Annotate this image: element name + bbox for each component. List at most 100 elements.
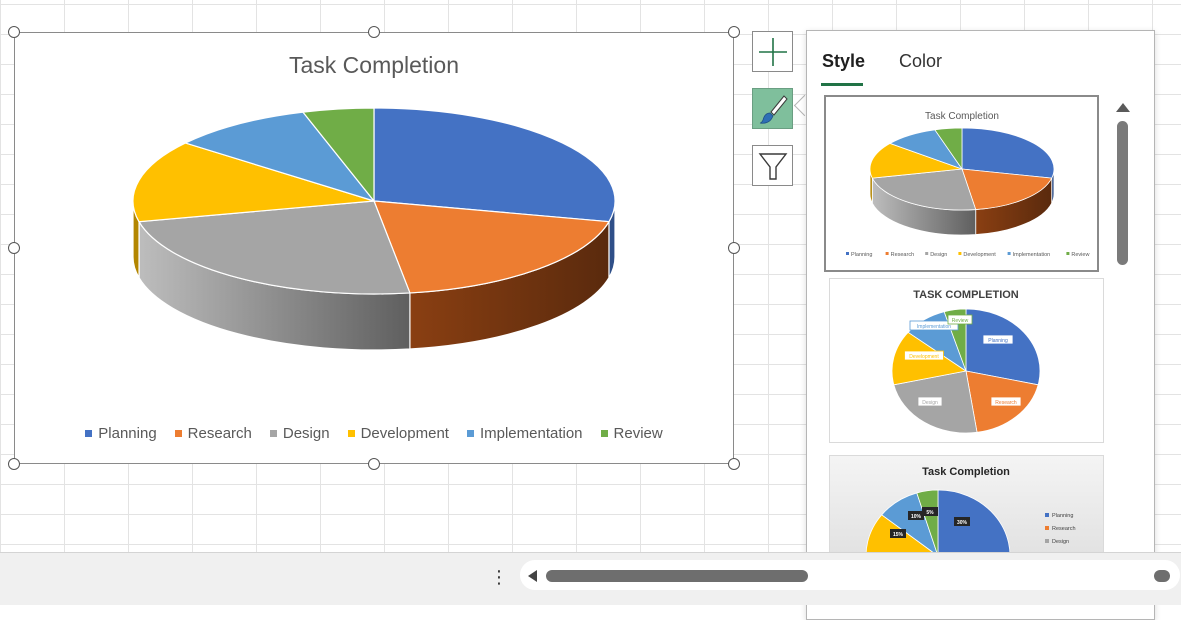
pie-slice-design bbox=[138, 200, 411, 295]
pie-slice-review bbox=[916, 489, 939, 557]
style-1-legend-swatch bbox=[958, 252, 962, 255]
funnel-icon bbox=[758, 152, 787, 180]
style-2-label-box bbox=[909, 320, 959, 331]
resize-handle-left[interactable] bbox=[8, 242, 20, 254]
legend-item-review[interactable]: Review bbox=[600, 425, 663, 442]
legend-label-development: Development bbox=[360, 425, 449, 442]
pie-slice-planning bbox=[961, 127, 1055, 179]
resize-handle-top-left[interactable] bbox=[8, 26, 20, 38]
style-3-title: Task Completion bbox=[922, 466, 1010, 478]
pie-slice-review bbox=[934, 127, 963, 171]
chart-legend[interactable]: Planning Research Design Development Imp… bbox=[15, 425, 733, 442]
style-3-label: 10% bbox=[911, 514, 922, 520]
style-3-label: 15% bbox=[893, 532, 904, 538]
pie-slice-implementation bbox=[183, 111, 376, 203]
style-thumbnail-2[interactable]: TASK COMPLETION Planning Research Design De… bbox=[829, 278, 1104, 443]
pie-slice-review bbox=[301, 107, 375, 203]
pie-slice-research bbox=[373, 200, 610, 294]
pie-slice-planning bbox=[965, 308, 1041, 386]
style-2-label: Implementation bbox=[917, 324, 951, 330]
legend-item-planning[interactable]: Planning bbox=[85, 425, 157, 442]
style-2-label-box bbox=[917, 396, 943, 407]
style-1-title: Task Completion bbox=[925, 111, 999, 122]
chart-style-panel: Style Color Task Completion Planning Rese… bbox=[806, 30, 1155, 620]
style-1-legend-label: Implementation bbox=[1013, 252, 1051, 258]
resize-handle-top[interactable] bbox=[368, 26, 380, 38]
legend-swatch-research bbox=[174, 430, 182, 437]
style-1-legend-label: Research bbox=[891, 252, 915, 258]
style-1-legend-label: Development bbox=[963, 252, 996, 258]
style-3-label-box bbox=[954, 517, 970, 526]
chart-styles-button[interactable] bbox=[752, 88, 793, 129]
scroll-left-arrow[interactable] bbox=[528, 570, 537, 582]
style-3-legend-swatch bbox=[1045, 526, 1049, 530]
style-2-label-box bbox=[982, 334, 1014, 345]
style-3-legend-swatch bbox=[1045, 539, 1049, 543]
legend-item-design[interactable]: Design bbox=[269, 425, 330, 442]
style-3-legend-label: Design bbox=[1052, 539, 1069, 545]
legend-label-planning: Planning bbox=[98, 425, 157, 442]
legend-swatch-design bbox=[269, 430, 277, 437]
style-2-title: TASK COMPLETION bbox=[913, 289, 1019, 301]
style-2-label: Development bbox=[909, 354, 939, 360]
more-options-icon[interactable]: ⋮ bbox=[490, 567, 508, 587]
style-3-label-box bbox=[922, 507, 938, 516]
resize-handle-bottom[interactable] bbox=[368, 458, 380, 470]
style-2-label: Research bbox=[995, 400, 1017, 406]
style-1-legend-swatch bbox=[1007, 252, 1011, 255]
resize-handle-top-right[interactable] bbox=[728, 26, 740, 38]
style-2-label-box bbox=[990, 396, 1022, 407]
style-3-label: 5% bbox=[926, 510, 934, 516]
style-3-legend-label: Planning bbox=[1052, 513, 1073, 519]
paintbrush-icon bbox=[759, 94, 788, 124]
panel-scroll-up-arrow[interactable] bbox=[1116, 103, 1130, 112]
horizontal-scrollbar-thumb[interactable] bbox=[546, 570, 808, 582]
pie-slice-research bbox=[961, 168, 1053, 210]
style-1-legend-swatch bbox=[1066, 252, 1070, 255]
legend-item-research[interactable]: Research bbox=[174, 425, 252, 442]
active-tab-indicator bbox=[821, 83, 863, 86]
style-1-legend-label: Design bbox=[930, 252, 947, 258]
chart-title[interactable]: Task Completion bbox=[288, 52, 460, 78]
style-preview-2: TASK COMPLETION Planning Research Design De… bbox=[891, 289, 1041, 434]
chart-filters-button[interactable] bbox=[752, 145, 793, 186]
legend-label-implementation: Implementation bbox=[479, 425, 583, 442]
style-1-legend-swatch bbox=[885, 252, 889, 255]
style-3-legend-label: Research bbox=[1052, 526, 1076, 532]
resize-handle-right[interactable] bbox=[728, 242, 740, 254]
tab-style[interactable]: Style bbox=[822, 51, 866, 71]
style-2-label: Planning bbox=[988, 338, 1008, 344]
style-3-label-box bbox=[908, 511, 924, 520]
style-thumbnail-1[interactable]: Task Completion Planning Research Design De… bbox=[824, 95, 1099, 272]
pie-slice-development bbox=[869, 142, 963, 179]
legend-label-design: Design bbox=[282, 425, 330, 442]
pie-slice-development bbox=[132, 142, 375, 223]
resize-handle-bottom-right[interactable] bbox=[728, 458, 740, 470]
legend-swatch-implementation bbox=[466, 430, 474, 437]
horizontal-scrollbar-end[interactable] bbox=[1154, 570, 1170, 582]
style-2-label: Design bbox=[922, 400, 938, 406]
style-3-label-box bbox=[890, 529, 906, 538]
style-2-label-box bbox=[947, 314, 973, 325]
pie-chart[interactable] bbox=[15, 33, 735, 465]
legend-label-review: Review bbox=[613, 425, 663, 442]
chart-elements-button[interactable] bbox=[752, 31, 793, 72]
tab-color[interactable]: Color bbox=[899, 51, 943, 71]
legend-item-implementation[interactable]: Implementation bbox=[466, 425, 583, 442]
style-3-legend-swatch bbox=[1045, 513, 1049, 517]
legend-item-development[interactable]: Development bbox=[347, 425, 449, 442]
chart-area[interactable]: Task Completion Planning Research Design bbox=[14, 32, 734, 464]
style-1-legend-swatch bbox=[925, 252, 929, 255]
pie-slice-planning bbox=[373, 107, 616, 223]
style-2-label-box bbox=[904, 350, 944, 361]
panel-scrollbar-thumb[interactable] bbox=[1117, 121, 1128, 265]
legend-swatch-planning bbox=[85, 430, 93, 437]
style-3-label: 30% bbox=[957, 520, 968, 526]
style-preview-1: Task Completion Planning Research Design De… bbox=[846, 111, 1089, 258]
resize-handle-bottom-left[interactable] bbox=[8, 458, 20, 470]
style-1-legend-label: Planning bbox=[851, 252, 872, 258]
plus-icon bbox=[758, 37, 787, 66]
legend-swatch-review bbox=[600, 430, 608, 437]
legend-label-research: Research bbox=[187, 425, 252, 442]
style-1-legend-label: Review bbox=[1071, 252, 1089, 258]
